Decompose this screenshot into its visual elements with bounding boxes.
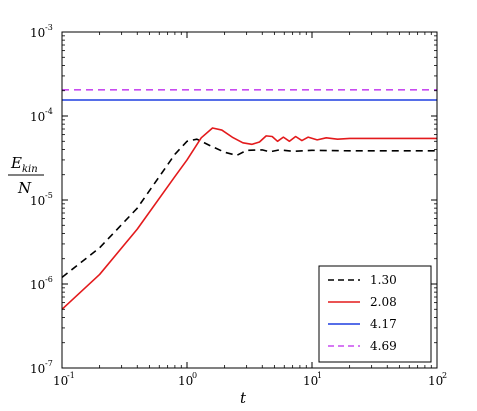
y-tick-exponent: -4 — [45, 107, 53, 116]
y-label-denominator: N — [17, 179, 32, 197]
y-tick-exponent: -3 — [45, 23, 53, 32]
legend-box — [318, 265, 432, 363]
x-tick-label: 10 — [178, 374, 193, 388]
legend: 1.30 2.08 4.17 4.69 — [318, 265, 432, 363]
y-tick-label: 10 — [30, 278, 45, 292]
y-tick-label: 10 — [30, 26, 45, 40]
legend-label-2: 2.08 — [370, 295, 397, 309]
y-label-numerator: E — [10, 154, 22, 172]
series-line-1 — [61, 138, 437, 278]
y-tick-label: 10 — [30, 194, 45, 208]
x-tick-label: 10 — [303, 374, 318, 388]
y-tick-exponent: -7 — [45, 359, 53, 368]
legend-label-4: 4.69 — [370, 339, 397, 353]
x-axis-label: t — [240, 389, 247, 407]
x-tick-exponent: -1 — [67, 371, 75, 380]
x-tick-exponent: 2 — [442, 371, 447, 380]
x-tick-exponent: 1 — [317, 371, 322, 380]
x-tick-label: 10 — [53, 374, 68, 388]
series-layer — [61, 89, 437, 310]
y-tick-exponent: -5 — [45, 191, 53, 200]
y-tick-exponent: -6 — [45, 275, 53, 284]
legend-label-3: 4.17 — [370, 317, 397, 331]
series-line-2 — [61, 127, 437, 310]
legend-label-1: 1.30 — [370, 273, 397, 287]
y-label-subscript: kin — [22, 164, 38, 175]
x-tick-exponent: 0 — [192, 371, 197, 380]
y-tick-label: 10 — [30, 362, 45, 376]
x-tick-label: 10 — [428, 374, 443, 388]
y-axis-label: E kin N — [8, 154, 44, 197]
plot-frame — [61, 31, 438, 369]
y-tick-label: 10 — [30, 110, 45, 124]
